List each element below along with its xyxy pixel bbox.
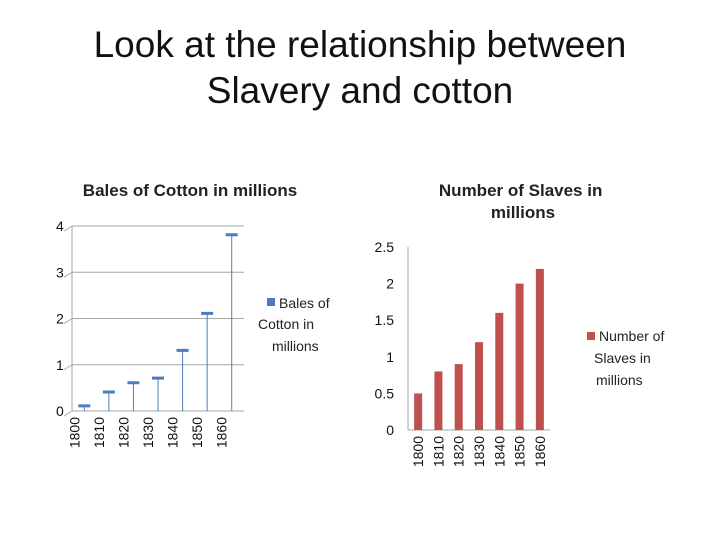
slaves-x-tick-label: 1860 xyxy=(532,436,548,467)
cotton-legend: Bales of Cotton in millions xyxy=(258,295,333,354)
cotton-x-tick-label: 1850 xyxy=(189,417,205,448)
slaves-bar xyxy=(495,312,504,430)
slaves-y-tick-label: 0.5 xyxy=(375,385,395,401)
slaves-bar xyxy=(414,393,423,430)
cotton-y-tick-label: 3 xyxy=(56,264,64,280)
cotton-y-tick-label: 0 xyxy=(56,403,64,419)
cotton-bar-cap xyxy=(225,233,238,237)
cotton-x-tick-label: 1840 xyxy=(165,417,181,448)
cotton-x-tick-label: 1810 xyxy=(91,417,107,448)
cotton-x-tick-label: 1830 xyxy=(140,417,156,448)
slaves-x-tick-label: 1850 xyxy=(512,436,528,467)
cotton-gridline-tick xyxy=(63,271,73,278)
slaves-x-tick-label: 1830 xyxy=(471,436,487,467)
cotton-gridline-tick xyxy=(63,410,73,417)
slaves-y-tick-label: 2.5 xyxy=(375,239,395,255)
cotton-y-tick-label: 1 xyxy=(56,357,64,373)
slaves-legend: Number of Slaves in millions xyxy=(587,328,668,388)
cotton-y-tick-label: 4 xyxy=(56,218,64,234)
slaves-legend-swatch xyxy=(587,332,595,340)
slaves-legend-label: Number of xyxy=(599,328,664,344)
cotton-gridline-tick xyxy=(63,225,73,232)
cotton-bar-cap xyxy=(176,348,189,352)
slaves-y-tick-label: 2 xyxy=(386,276,394,292)
cotton-x-tick-label: 1820 xyxy=(115,417,131,448)
cotton-gridline-tick xyxy=(63,318,73,324)
slaves-x-tick-label: 1800 xyxy=(410,436,426,467)
cotton-bar-cap xyxy=(127,381,140,385)
slaves-bar xyxy=(515,283,524,430)
slide-title-line-2: Slavery and cotton xyxy=(206,70,514,111)
slaves-y-tick-label: 1.5 xyxy=(375,312,395,328)
slaves-bar xyxy=(535,268,544,430)
slaves-x-tick-label: 1820 xyxy=(451,436,467,467)
cotton-chart: Bales of Cotton in millions 0 1 2 3 4 1800 18… xyxy=(56,181,333,448)
cotton-bar-cap xyxy=(201,311,214,315)
cotton-bar-cap xyxy=(78,404,91,408)
cotton-legend-label: Bales of xyxy=(279,295,330,311)
slaves-x-tick-label: 1840 xyxy=(491,436,507,467)
slaves-y-tick-label: 0 xyxy=(386,422,394,438)
slaves-y-tick-label: 1 xyxy=(386,349,394,365)
slaves-bar xyxy=(454,364,463,430)
svg-text:Number of Slaves in: Number of Slaves in millions xyxy=(594,328,668,388)
cotton-x-tick-label: 1860 xyxy=(214,417,230,448)
cotton-bar-cap xyxy=(152,376,164,380)
svg-text:Number of Slaves in millio: Number of Slaves in millions xyxy=(439,181,607,222)
cotton-chart-title: Bales of Cotton in millions xyxy=(83,181,297,200)
cotton-legend-swatch xyxy=(267,298,275,306)
cotton-bar-cap xyxy=(102,390,115,394)
slaves-chart-title: Number of Slaves in xyxy=(439,181,602,200)
slaves-bar xyxy=(475,342,483,430)
slaves-x-tick-label: 1810 xyxy=(430,436,446,467)
slaves-chart: Number of Slaves in millions 0 0.5 1 1.5 2 2.… xyxy=(375,181,668,467)
slide-title-line-1: Look at the relationship between xyxy=(93,24,627,65)
slide-title: Look at the relationship between Slavery… xyxy=(40,22,680,114)
cotton-gridline-tick xyxy=(63,364,73,371)
cotton-x-tick-label: 1800 xyxy=(66,417,82,448)
cotton-y-tick-label: 2 xyxy=(56,311,64,327)
slaves-bar xyxy=(434,371,443,430)
svg-text:Bales of Cotton in: Bales of Cotton in millions xyxy=(258,295,333,354)
